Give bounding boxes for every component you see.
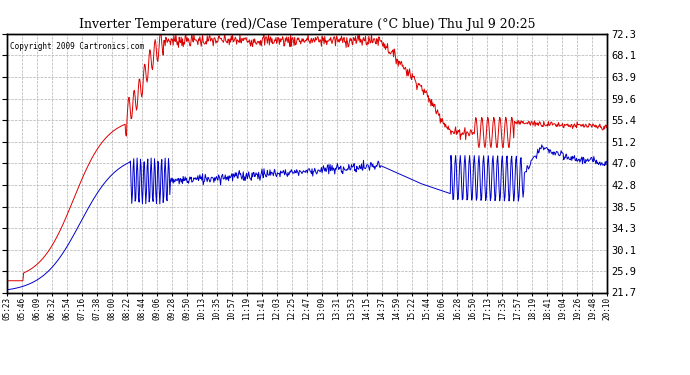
Title: Inverter Temperature (red)/Case Temperature (°C blue) Thu Jul 9 20:25: Inverter Temperature (red)/Case Temperat…: [79, 18, 535, 31]
Text: Copyright 2009 Cartronics.com: Copyright 2009 Cartronics.com: [10, 42, 144, 51]
